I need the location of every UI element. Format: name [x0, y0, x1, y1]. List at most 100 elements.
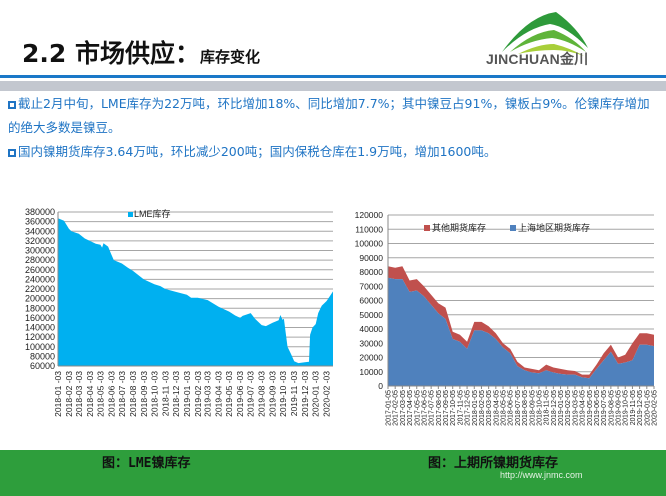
- legend-label-shanghai: 上海地区期货库存: [518, 222, 590, 233]
- y-tick-label: 60000: [30, 361, 55, 371]
- y-tick-label: 80000: [359, 267, 383, 277]
- x-tick-label: 2018-10 -03: [149, 371, 159, 417]
- x-tick-label: 2018-03-05: [486, 390, 493, 426]
- x-tick-label: 2017-06-05: [421, 390, 428, 426]
- footer-bar: [0, 450, 666, 496]
- x-tick-label: 2019-01-05: [558, 390, 565, 426]
- x-tick-label: 2018-12 -03: [171, 371, 181, 417]
- x-tick-label: 2017-09-05: [443, 390, 450, 426]
- x-tick-label: 2019-12-05: [637, 390, 644, 426]
- x-tick-label: 2020-01 -03: [311, 371, 321, 417]
- lme-inventory-chart: 6000080000100000120000140000160000180000…: [25, 207, 333, 417]
- x-tick-label: 2019-04 -03: [214, 371, 224, 417]
- y-tick-label: 360000: [25, 217, 55, 227]
- legend-swatch-lme: [128, 212, 133, 217]
- x-tick-label: 2018-06 -03: [106, 371, 116, 417]
- y-tick-label: 70000: [359, 281, 383, 291]
- square-bullet-icon: [8, 101, 16, 109]
- y-tick-label: 20000: [359, 353, 383, 363]
- y-tick-label: 220000: [25, 284, 55, 294]
- x-tick-label: 2019-12 -03: [300, 371, 310, 417]
- x-tick-label: 2018-03 -03: [74, 371, 84, 417]
- y-tick-label: 320000: [25, 236, 55, 246]
- x-tick-label: 2017-01-05: [386, 390, 393, 426]
- header-band: [0, 81, 666, 91]
- x-tick-label: 2019-05 -03: [224, 371, 234, 417]
- y-tick-label: 60000: [359, 296, 383, 306]
- x-tick-label: 2020-01-05: [644, 390, 651, 426]
- footer-url: http://www.jnmc.com: [500, 470, 583, 480]
- x-tick-label: 2019-03-05: [572, 390, 579, 426]
- y-tick-label: 300000: [25, 246, 55, 256]
- x-tick-label: 2018-02-05: [479, 390, 486, 426]
- y-tick-label: 10000: [359, 367, 383, 377]
- x-tick-label: 2018-04 -03: [85, 371, 95, 417]
- y-tick-label: 80000: [30, 351, 55, 361]
- y-tick-label: 50000: [359, 310, 383, 320]
- x-tick-label: 2019-02 -03: [193, 371, 203, 417]
- x-tick-label: 2018-08 -03: [128, 371, 138, 417]
- caption-lme: 图：LME镍库存: [102, 456, 191, 471]
- x-tick-label: 2018-09 -03: [139, 371, 149, 417]
- y-tick-label: 200000: [25, 294, 55, 304]
- lme-area: [58, 218, 333, 366]
- title-sub: 库存变化: [200, 48, 261, 66]
- x-tick-label: 2019-01 -03: [182, 371, 192, 417]
- legend-swatch-other: [424, 225, 430, 231]
- x-tick-label: 2018-09-05: [529, 390, 536, 426]
- y-tick-label: 180000: [25, 303, 55, 313]
- x-tick-label: 2018-04-05: [493, 390, 500, 426]
- x-tick-label: 2017-08-05: [436, 390, 443, 426]
- y-tick-label: 120000: [355, 210, 384, 220]
- x-tick-label: 2020-02-05: [652, 390, 659, 426]
- header-divider: [0, 75, 666, 78]
- x-tick-label: 2018-07 -03: [117, 371, 127, 417]
- y-tick-label: 100000: [355, 239, 384, 249]
- logo-text: JINCHUAN金川: [486, 51, 589, 67]
- x-tick-label: 2019-06 -03: [235, 371, 245, 417]
- y-tick-label: 0: [378, 381, 383, 391]
- x-tick-label: 2018-12-05: [551, 390, 558, 426]
- x-tick-label: 2017-04-05: [407, 390, 414, 426]
- caption-shfe: 图：上期所镍期货库存: [428, 456, 559, 471]
- x-tick-label: 2017-03-05: [400, 390, 407, 426]
- x-tick-label: 2019-11-05: [630, 390, 637, 425]
- x-tick-label: 2017-10-05: [450, 390, 457, 426]
- x-tick-label: 2018-05-05: [501, 390, 508, 426]
- x-tick-label: 2019-06-05: [594, 390, 601, 426]
- page-title: 2.2 市场供应：库存变化: [22, 34, 260, 70]
- y-tick-label: 280000: [25, 255, 55, 265]
- y-tick-label: 40000: [359, 324, 383, 334]
- x-tick-label: 2019-05-05: [587, 390, 594, 426]
- y-tick-label: 380000: [25, 207, 55, 217]
- legend-swatch-shanghai: [510, 225, 516, 231]
- y-tick-label: 140000: [25, 323, 55, 333]
- x-tick-label: 2018-07-05: [515, 390, 522, 426]
- x-tick-label: 2019-07-05: [601, 390, 608, 426]
- y-tick-label: 340000: [25, 226, 55, 236]
- x-tick-label: 2019-03 -03: [203, 371, 213, 417]
- x-tick-label: 2019-08-05: [608, 390, 615, 426]
- title-main: 2.2 市场供应：: [22, 39, 200, 68]
- x-tick-label: 2018-08-05: [522, 390, 529, 426]
- x-tick-label: 2017-07-05: [429, 390, 436, 426]
- x-tick-label: 2017-02-05: [393, 390, 400, 426]
- x-tick-label: 2019-09-05: [616, 390, 623, 426]
- legend-label-other: 其他期货库存: [432, 222, 486, 233]
- x-tick-label: 2019-02-05: [565, 390, 572, 426]
- x-tick-label: 2018-06-05: [508, 390, 515, 426]
- y-tick-label: 240000: [25, 274, 55, 284]
- bullet-2: 国内镍期货库存3.64万吨，环比减少200吨；国内保税仓库在1.9万吨，增加16…: [8, 140, 658, 164]
- bullet-1: 截止2月中旬，LME库存为22万吨，环比增加18%、同比增加7.7%；其中镍豆占…: [8, 92, 658, 140]
- shfe-inventory-chart: 0 10000 20000 30000 40000 50000 60000 70000 8000…: [355, 210, 659, 426]
- x-tick-label: 2018-10-05: [536, 390, 543, 426]
- bullet-text: 截止2月中旬，LME库存为22万吨，环比增加18%、同比增加7.7%；其中镍豆占…: [8, 96, 650, 135]
- x-tick-label: 2019-11 -03: [289, 371, 299, 416]
- square-bullet-icon: [8, 149, 16, 157]
- x-tick-label: 2017-11-05: [457, 390, 464, 425]
- x-tick-label: 2019-08 -03: [257, 371, 267, 417]
- shanghai-inventory-area: [388, 277, 654, 386]
- y-tick-label: 260000: [25, 265, 55, 275]
- y-tick-label: 30000: [359, 338, 383, 348]
- bullet-text: 国内镍期货库存3.64万吨，环比减少200吨；国内保税仓库在1.9万吨，增加16…: [18, 144, 497, 159]
